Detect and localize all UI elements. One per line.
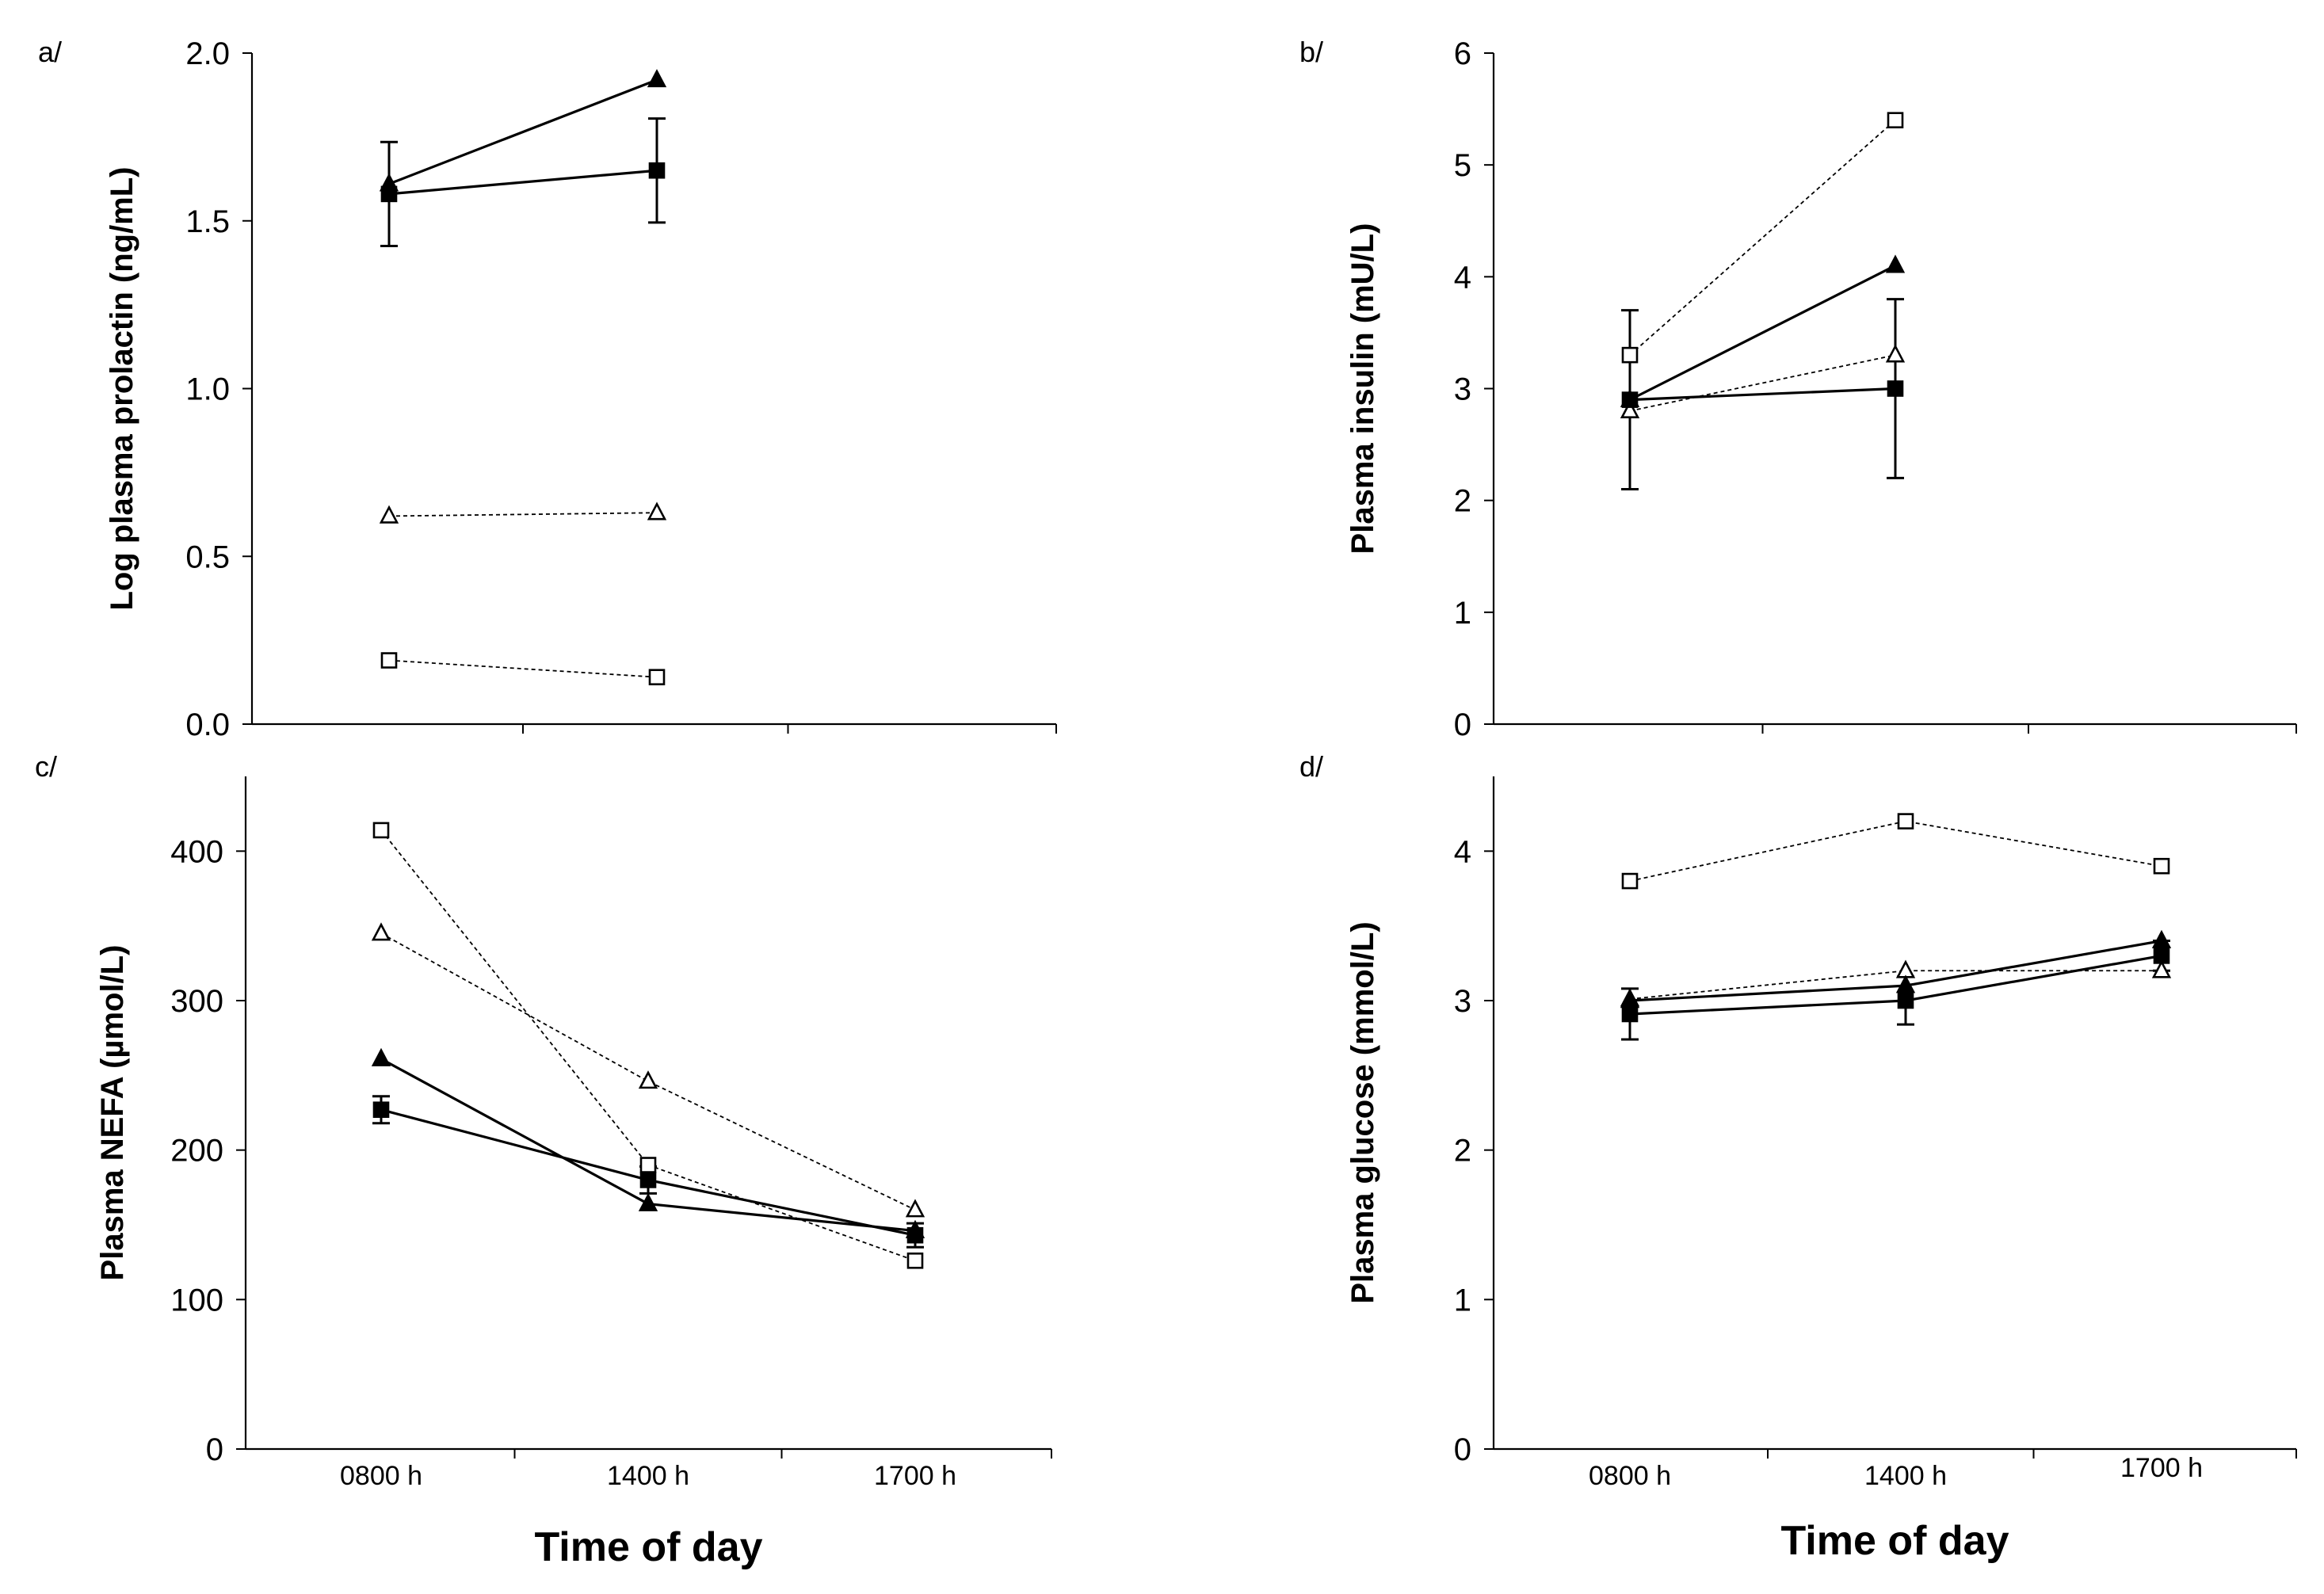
data-point-filled-square: [1887, 380, 1904, 397]
data-point-open-triangle: [638, 1070, 658, 1089]
y-tick-label: 1.0: [185, 372, 230, 407]
y-axis-label: Plasma NEFA (µmol/L): [95, 945, 130, 1281]
y-tick-label: 0: [1454, 707, 1471, 742]
y-tick-label: 0: [206, 1432, 223, 1467]
panel-c: c/0 100 200 300 400 0800 h 1400 h 1700 h Plasma …: [35, 750, 1052, 1570]
data-point-open-triangle: [371, 922, 391, 941]
data-point-open-square: [1897, 813, 1914, 829]
data-point-open-square: [372, 822, 390, 839]
y-tick-label: 6: [1454, 36, 1471, 71]
panel-a: a/0.0 0.5 1.0 1.5 2.0 Log plasma prolactin (n…: [38, 36, 1057, 742]
data-point-open-square: [1621, 346, 1639, 364]
y-tick-label: 300: [170, 984, 223, 1019]
x-axis-label: Time of day: [534, 1524, 762, 1570]
data-point-filled-triangle: [1895, 974, 1916, 993]
y-tick-label: 0: [1454, 1432, 1471, 1467]
data-point-open-square: [380, 652, 398, 669]
data-point-filled-square: [372, 1101, 390, 1119]
y-tick-label: 2: [1454, 484, 1471, 519]
data-point-open-triangle: [647, 501, 667, 521]
data-point-open-triangle: [2151, 959, 2172, 978]
series-line-filled-square: [1629, 387, 1896, 402]
y-tick-label: 1: [1454, 596, 1471, 631]
data-point-open-triangle: [1620, 399, 1640, 419]
x-tick-label: 1400 h: [1864, 1461, 1947, 1491]
data-point-open-triangle: [905, 1199, 925, 1218]
data-point-filled-square: [2153, 948, 2170, 964]
x-tick-label: 0800 h: [1589, 1461, 1671, 1491]
y-tick-label: 1.5: [185, 204, 230, 239]
data-point-filled-triangle: [905, 1219, 925, 1238]
x-tick-label: 0800 h: [340, 1461, 422, 1491]
data-point-filled-triangle: [647, 69, 667, 88]
y-tick-label: 2.0: [185, 36, 230, 71]
data-point-filled-triangle: [2151, 929, 2172, 948]
series-line-open-triangle: [1629, 970, 2162, 1001]
panel-d: d/0 1 2 3 4 0800 h 1400 h 1700 h Plasma glucose …: [1299, 750, 2297, 1564]
data-point-open-square: [906, 1252, 924, 1269]
data-point-filled-square: [639, 1172, 657, 1188]
y-tick-label: 3: [1454, 372, 1471, 407]
series-line-open-triangle: [1629, 354, 1896, 412]
y-tick-label: 400: [170, 834, 223, 869]
data-point-open-square: [2153, 857, 2170, 875]
data-point-filled-square: [1621, 1005, 1639, 1023]
y-tick-label: 200: [170, 1134, 223, 1169]
y-axis-label: Plasma insulin (mU/L): [1345, 223, 1380, 555]
x-tick-label: 1400 h: [607, 1461, 689, 1491]
data-point-filled-square: [1897, 992, 1914, 1009]
data-point-filled-triangle: [1885, 254, 1906, 273]
data-point-open-triangle: [379, 505, 399, 524]
series-line-open-triangle: [380, 932, 916, 1211]
data-point-open-triangle: [1885, 344, 1906, 363]
series-line-filled-square: [1629, 954, 2162, 1016]
series-line-filled-triangle: [388, 78, 658, 185]
panel-label: d/: [1299, 750, 1323, 783]
y-tick-label: 2: [1454, 1134, 1471, 1169]
data-point-open-square: [648, 669, 666, 686]
y-tick-label: 4: [1454, 834, 1471, 869]
series-line-open-square: [1629, 120, 1896, 356]
x-tick-label: 1700 h: [874, 1461, 956, 1491]
series-line-open-square: [388, 659, 658, 678]
series-line-open-square: [1629, 820, 2162, 882]
y-axis-label: Log plasma prolactin (ng/mL): [105, 166, 139, 610]
series-line-filled-triangle: [1629, 264, 1896, 402]
data-point-filled-square: [648, 162, 666, 179]
y-tick-label: 0.5: [185, 540, 230, 574]
data-point-filled-triangle: [371, 1047, 391, 1066]
series-line-open-triangle: [388, 512, 658, 517]
data-point-open-square: [1621, 872, 1639, 890]
data-point-filled-triangle: [1620, 388, 1640, 407]
y-tick-label: 3: [1454, 984, 1471, 1019]
data-point-filled-triangle: [379, 173, 399, 192]
data-point-filled-triangle: [638, 1192, 658, 1211]
series-line-filled-square: [388, 169, 658, 196]
panel-b: b/0 1 2 3 4 5 6 Plasma insulin (mU/L): [1299, 36, 2297, 742]
y-tick-label: 5: [1454, 148, 1471, 183]
y-tick-label: 1: [1454, 1283, 1471, 1318]
x-axis-label: Time of day: [1780, 1518, 2009, 1564]
x-tick-label: 1700 h: [2120, 1453, 2203, 1483]
y-tick-label: 0.0: [185, 707, 230, 742]
panel-label: c/: [35, 750, 57, 783]
y-tick-label: 100: [170, 1283, 223, 1318]
y-axis-label: Plasma glucose (mmol/L): [1345, 921, 1380, 1303]
data-point-filled-triangle: [1620, 990, 1640, 1009]
data-point-open-square: [1887, 112, 1904, 128]
y-tick-label: 4: [1454, 260, 1471, 295]
panel-label: a/: [38, 36, 62, 68]
data-point-open-square: [639, 1157, 657, 1173]
panel-label: b/: [1299, 36, 1323, 68]
